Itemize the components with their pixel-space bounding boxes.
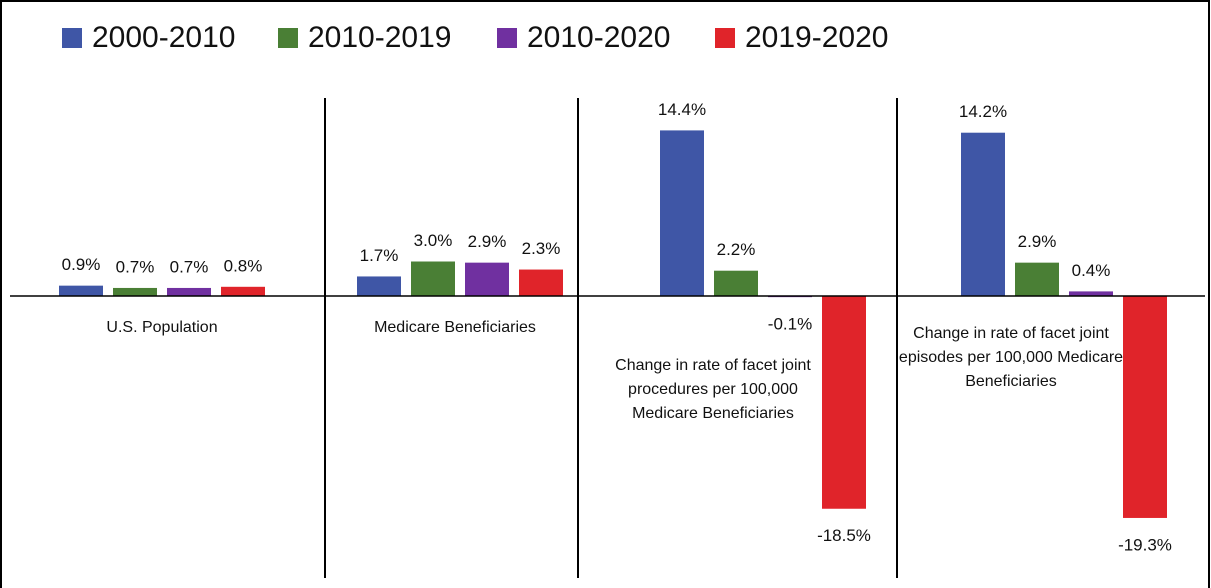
legend-label: 2010-2020 [527, 21, 670, 54]
value-label: 2.3% [522, 239, 561, 258]
legend-swatch [715, 28, 735, 48]
bar [59, 285, 103, 296]
value-label: -19.3% [1118, 535, 1172, 554]
legend-swatch [497, 28, 517, 48]
bar [167, 287, 211, 296]
legend-swatch [278, 28, 298, 48]
value-label: 1.7% [360, 246, 399, 265]
value-label: 3.0% [414, 231, 453, 250]
bar [1015, 262, 1059, 296]
bar [465, 262, 509, 296]
value-label: -18.5% [817, 526, 871, 545]
bar [660, 130, 704, 296]
value-label: 0.7% [116, 257, 155, 276]
value-label: 0.8% [224, 256, 263, 275]
category-label: Medicare Beneficiaries [374, 319, 536, 336]
bar [1123, 296, 1167, 518]
category-label: Change in rate of facet joint episodes p… [898, 325, 1124, 390]
value-label: 0.9% [62, 255, 101, 274]
value-label: 2.9% [468, 232, 507, 251]
legend-label: 2010-2019 [308, 21, 451, 54]
bar [961, 132, 1005, 296]
bar [221, 286, 265, 296]
value-label: 2.2% [717, 240, 756, 259]
bar [411, 261, 455, 296]
value-label: 2.9% [1018, 232, 1057, 251]
bar [357, 276, 401, 296]
bar [113, 287, 157, 296]
value-label: 14.2% [959, 102, 1007, 121]
legend-label: 2000-2010 [92, 21, 235, 54]
legend-label: 2019-2020 [745, 21, 888, 54]
legend-swatch [62, 28, 82, 48]
category-label: Change in rate of facet joint procedures… [615, 357, 811, 422]
value-label: 0.4% [1072, 261, 1111, 280]
bar [822, 296, 866, 509]
value-label: 14.4% [658, 100, 706, 119]
bar [714, 270, 758, 296]
value-label: -0.1% [768, 315, 812, 334]
bar [1069, 291, 1113, 296]
value-label: 0.7% [170, 257, 209, 276]
bar [519, 269, 563, 296]
category-label: U.S. Population [106, 319, 218, 336]
